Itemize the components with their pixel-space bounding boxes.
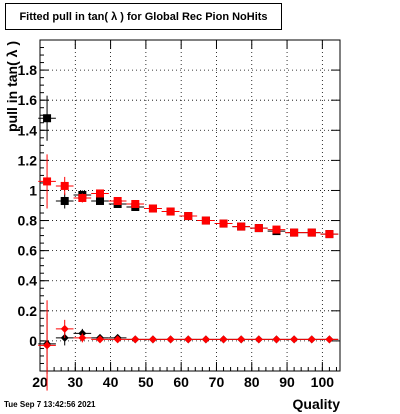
y-tick-label: 0: [29, 333, 37, 349]
data-point-square: [148, 204, 157, 213]
data-point-square: [219, 219, 228, 228]
x-tick-label: 80: [244, 374, 260, 390]
data-point-square: [43, 177, 52, 186]
x-tick-label: 30: [68, 374, 84, 390]
data-point-diamond: [113, 335, 122, 344]
data-point-diamond: [290, 335, 299, 344]
data-point-square: [60, 196, 69, 205]
data-point-square: [113, 196, 122, 205]
data-point-diamond: [272, 335, 281, 344]
x-tick-label: 70: [209, 374, 225, 390]
data-point-square: [254, 224, 263, 233]
plot-frame: [39, 39, 341, 372]
y-tick-label: 1.2: [18, 152, 38, 168]
data-point-diamond: [166, 335, 175, 344]
data-point-diamond: [131, 335, 140, 344]
y-tick-label: 1.4: [18, 122, 38, 138]
data-point-diamond: [78, 333, 87, 342]
x-tick-label: 90: [279, 374, 295, 390]
x-tick-label: 40: [103, 374, 119, 390]
data-point-square: [43, 114, 52, 123]
data-point-square: [201, 216, 210, 225]
data-point-square: [96, 196, 104, 205]
y-tick-label: 0.2: [18, 303, 38, 319]
y-tick-label: 0.6: [18, 243, 38, 259]
data-point-square: [131, 199, 140, 208]
data-point-diamond: [219, 335, 228, 344]
data-point-diamond: [184, 335, 193, 344]
data-point-diamond: [43, 341, 52, 350]
x-tick-label: 60: [173, 374, 189, 390]
data-point-square: [272, 225, 281, 234]
y-tick-label: 1: [29, 182, 37, 198]
x-tick-label: 20: [32, 374, 48, 390]
x-axis-label: Quality: [292, 396, 340, 412]
y-tick-label: 1.8: [18, 62, 38, 78]
data-point-square: [184, 212, 193, 221]
data-point-diamond: [96, 335, 104, 344]
x-tick-label: 100: [311, 374, 335, 390]
data-point-diamond: [325, 335, 334, 344]
data-point-diamond: [237, 335, 246, 344]
data-point-square: [166, 207, 175, 216]
data-point-diamond: [148, 335, 157, 344]
data-point-square: [290, 228, 299, 237]
data-point-diamond: [254, 335, 263, 344]
y-tick-label: 1.6: [18, 92, 38, 108]
data-point-square: [96, 189, 104, 198]
timestamp: Tue Sep 7 13:42:56 2021: [4, 400, 96, 409]
data-point-square: [237, 222, 246, 231]
data-point-diamond: [60, 324, 69, 333]
y-axis-label: pull in tan( λ ): [4, 41, 20, 132]
y-tick-label: 0.8: [18, 213, 38, 229]
data-point-square: [60, 181, 69, 190]
data-point-square: [307, 228, 316, 237]
data-point-diamond: [307, 335, 316, 344]
x-tick-label: 50: [138, 374, 154, 390]
data-point-square: [78, 193, 87, 202]
data-point-square: [325, 230, 334, 239]
y-tick-label: 0.4: [18, 273, 38, 289]
data-point-diamond: [201, 335, 210, 344]
chart-title: Fitted pull in tan( λ ) for Global Rec P…: [5, 3, 282, 30]
